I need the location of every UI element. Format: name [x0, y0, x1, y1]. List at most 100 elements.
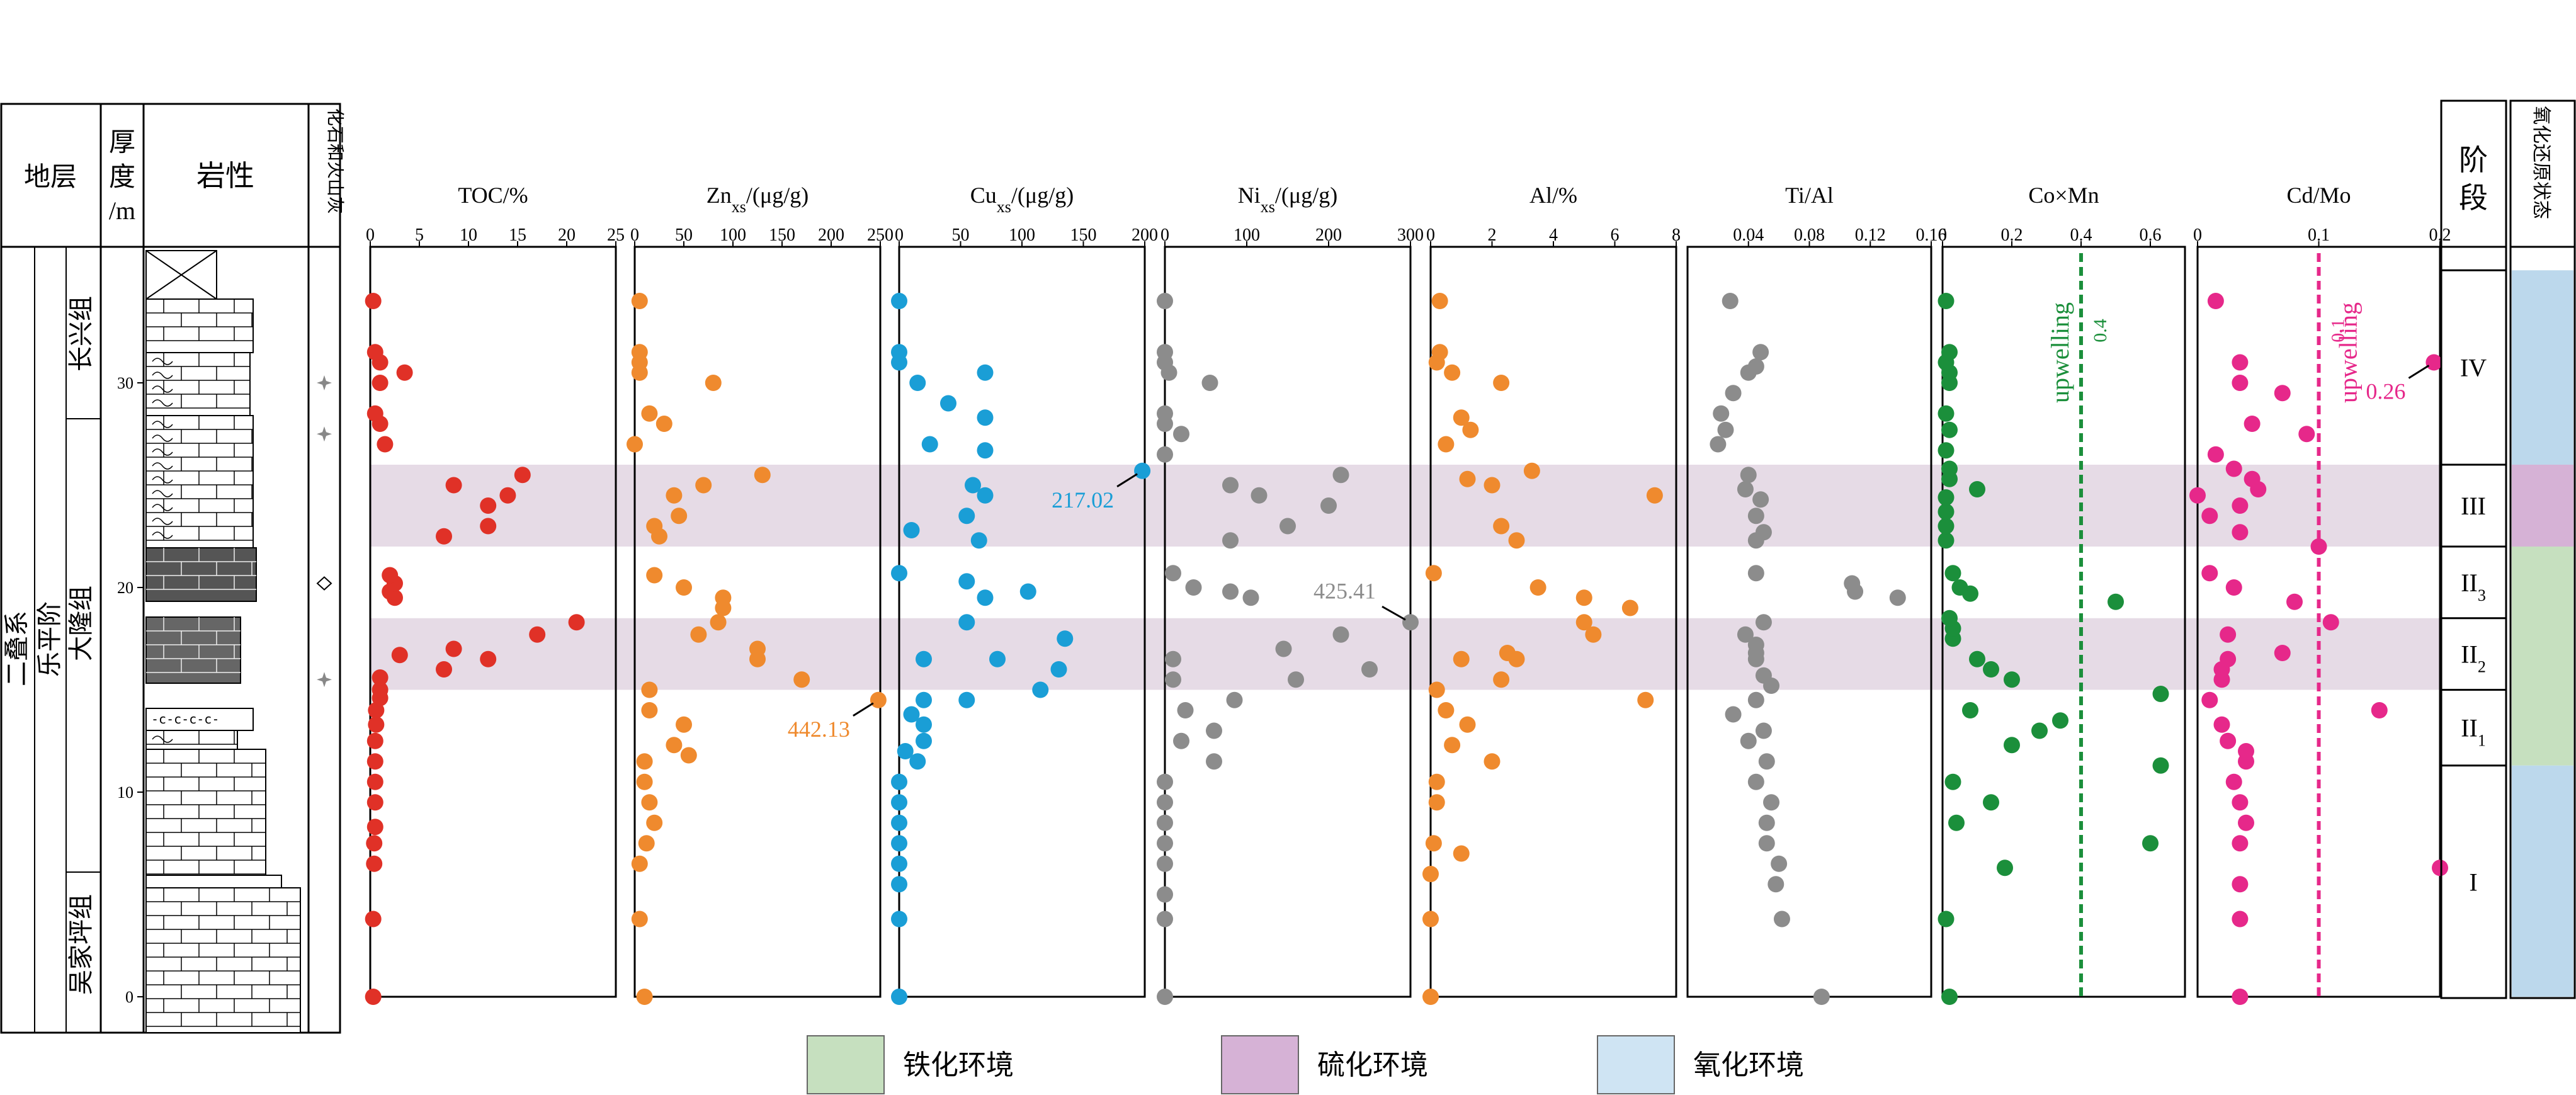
data-point	[958, 508, 975, 525]
data-point	[2220, 650, 2237, 667]
data-point	[1332, 626, 1349, 643]
data-point	[480, 518, 497, 535]
data-point	[1157, 344, 1173, 361]
data-point	[2201, 565, 2218, 582]
data-point	[870, 691, 887, 708]
data-point	[1938, 518, 1955, 535]
lithology-wave	[152, 399, 173, 407]
data-point	[1755, 667, 1772, 684]
thickness-tick-label: 10	[117, 783, 133, 802]
panel-title-unit: /(μg/g)	[1275, 183, 1337, 208]
data-point	[1453, 845, 1470, 862]
data-point	[1177, 702, 1194, 718]
data-point	[715, 589, 732, 606]
data-point	[1740, 732, 1757, 749]
data-point	[641, 681, 658, 698]
redox-band-0	[2512, 270, 2573, 465]
data-point	[1438, 436, 1455, 453]
data-point	[1938, 911, 1955, 928]
header-thickness-1: 厚	[109, 128, 135, 157]
data-point	[1222, 583, 1239, 600]
data-point	[1173, 732, 1189, 749]
panel-title-sub: xs	[1261, 198, 1275, 216]
panel-title: TOC/%	[458, 183, 528, 208]
data-point	[1938, 405, 1955, 422]
data-point	[1222, 532, 1239, 549]
lithology-layer-3	[145, 547, 257, 602]
x-tick-label: 0	[1160, 225, 1169, 245]
data-point	[1185, 579, 1202, 596]
data-point	[2238, 814, 2254, 831]
panel-title-main: Ni	[1238, 183, 1261, 208]
header-lithology: 岩性	[196, 160, 254, 192]
x-tick-label: 25	[607, 225, 625, 245]
x-tick-label: 0	[366, 225, 375, 245]
x-tick-label: 0.08	[1794, 225, 1825, 245]
data-point	[1767, 876, 1784, 893]
data-point	[2244, 416, 2261, 432]
panel-title-main: Zn	[706, 183, 732, 208]
data-point	[2232, 835, 2249, 852]
data-point	[1941, 421, 1958, 438]
strata-system: 二叠系	[3, 611, 31, 686]
data-point	[2232, 524, 2249, 541]
redox-band-3	[2512, 765, 2573, 997]
data-point	[1969, 481, 1985, 497]
lithology-wave	[152, 735, 173, 743]
data-point	[1428, 681, 1445, 698]
panel-title-unit: /(μg/g)	[1011, 183, 1074, 208]
data-point	[1637, 691, 1654, 708]
annotation-label: 217.02	[1052, 487, 1114, 513]
strata-stage: 乐平阶	[35, 601, 64, 677]
lithology-layer-4	[145, 616, 241, 684]
lithology-chert-pattern: -c-c-c-c-	[151, 712, 219, 727]
data-point	[977, 487, 994, 504]
data-point	[977, 589, 994, 606]
data-point	[1157, 405, 1173, 422]
data-point	[1226, 691, 1243, 708]
data-point	[636, 989, 653, 1005]
data-point	[2225, 579, 2242, 596]
stage-unit-sub: 3	[2478, 586, 2486, 604]
data-point	[977, 409, 994, 426]
fossil-star-icon-shape	[317, 426, 332, 442]
header-stage-2: 段	[2459, 182, 2488, 214]
data-point	[1725, 385, 1742, 402]
fossil-star-icon	[317, 672, 332, 688]
data-point	[1508, 532, 1525, 549]
thickness-axis: 0 10 20 30	[117, 374, 144, 1006]
data-point	[1747, 637, 1764, 653]
data-point	[1157, 446, 1173, 463]
data-point	[1251, 487, 1268, 504]
data-point	[1242, 589, 1259, 606]
stage-unit-label: II1	[2461, 714, 2486, 750]
x-tick-label: 0.2	[2429, 225, 2451, 245]
x-tick-label: 6	[1611, 225, 1620, 245]
data-point	[1758, 753, 1775, 770]
data-point	[1032, 681, 1049, 698]
x-tick-label: 10	[460, 225, 477, 245]
data-point	[377, 436, 394, 453]
data-point	[2225, 773, 2242, 790]
annotation-label: 442.13	[788, 717, 850, 742]
data-point	[1646, 487, 1663, 504]
data-point	[646, 814, 663, 831]
legend-label-0: 铁化环境	[903, 1050, 1014, 1081]
lithology-wave	[152, 504, 173, 511]
data-point	[2426, 354, 2443, 371]
data-point	[891, 344, 907, 361]
data-point	[436, 528, 452, 545]
data-point	[646, 518, 663, 535]
panel-title-main: Ti/Al	[1785, 183, 1834, 208]
data-point	[2232, 876, 2249, 893]
annotation-label: 0.26	[2366, 379, 2405, 404]
x-tick-label: 0.12	[1855, 225, 1886, 245]
legend-swatch-1	[1221, 1035, 1299, 1094]
data-point	[671, 508, 688, 525]
panel-1: Znxs/(μg/g) 0 50 100 150 200 250 442.13	[627, 183, 894, 1005]
x-tick-label: 15	[509, 225, 526, 245]
data-point	[480, 650, 497, 667]
stage-unit-label: II2	[2461, 640, 2486, 676]
